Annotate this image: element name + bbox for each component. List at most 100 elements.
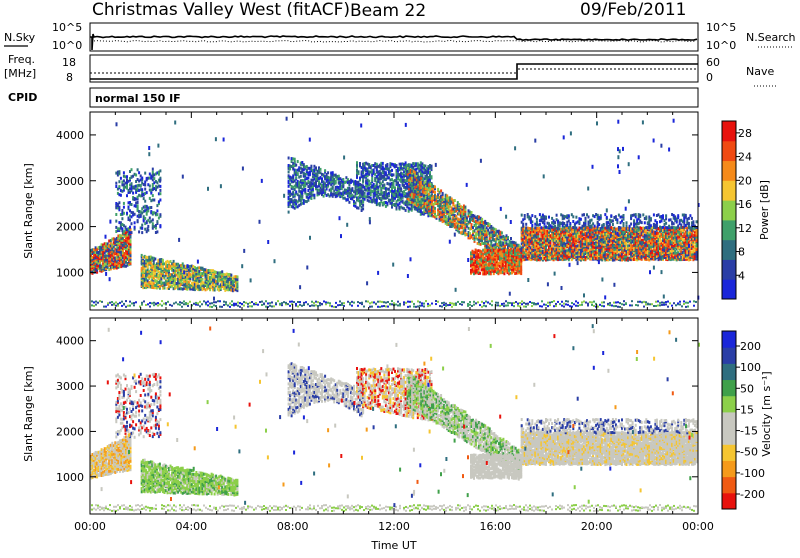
range-gate-cell [535, 302, 537, 305]
range-gate-cell [151, 218, 154, 222]
range-gate-cell [299, 166, 302, 170]
range-gate-cell [647, 302, 649, 305]
range-gate-cell [189, 269, 192, 273]
range-gate-cell [369, 193, 372, 197]
range-gate-cell [339, 184, 342, 188]
range-gate-cell [140, 253, 143, 257]
range-gate-cell [151, 269, 154, 273]
range-gate-cell [421, 170, 424, 174]
range-gate-cell [94, 248, 97, 252]
range-gate-cell [378, 169, 381, 173]
range-gate-cell [373, 301, 375, 304]
range-gate-cell [324, 182, 327, 186]
nsky-line [90, 33, 698, 51]
range-gate-cell [172, 283, 175, 287]
range-gate-cell [175, 273, 178, 277]
range-gate-cell [154, 224, 157, 227]
range-gate-cell [141, 194, 144, 198]
range-gate-cell [196, 284, 199, 288]
range-gate-cell [403, 207, 406, 211]
range-gate-cell [111, 260, 114, 264]
range-gate-cell [330, 175, 333, 179]
range-gate-cell [374, 172, 377, 176]
range-gate-cell [91, 304, 93, 307]
range-gate-cell [126, 178, 128, 182]
range-gate-cell [345, 176, 348, 180]
range-gate-cell [145, 281, 148, 285]
range-gate-cell [206, 277, 208, 281]
range-gate-cell [93, 262, 95, 266]
range-gate-cell [152, 273, 155, 277]
range-gate-cell [651, 303, 653, 306]
range-gate-cell [477, 301, 479, 304]
range-gate-cell [322, 180, 325, 184]
range-gate-cell [190, 269, 193, 273]
range-gate-cell [128, 243, 130, 247]
range-gate-cell [103, 248, 106, 252]
range-gate-cell [299, 161, 302, 165]
range-gate-cell [292, 176, 295, 180]
range-gate-cell [183, 278, 186, 282]
range-gate-cell [407, 200, 410, 204]
range-gate-cell [119, 223, 122, 227]
range-gate-cell [337, 192, 340, 196]
range-gate-cell [316, 185, 319, 189]
range-gate-cell [422, 171, 425, 175]
range-gate-cell [222, 275, 225, 279]
range-gate-cell [304, 188, 307, 191]
range-gate-cell [296, 160, 299, 163]
range-gate-cell [366, 188, 369, 192]
range-gate-cell [325, 301, 327, 304]
range-gate-cell [154, 273, 157, 277]
range-gate-cell [148, 184, 151, 188]
range-gate-cell [126, 262, 129, 265]
range-gate-cell [351, 179, 354, 183]
range-gate-cell [102, 263, 105, 267]
range-gate-cell [392, 190, 395, 194]
range-gate-cell [340, 194, 343, 198]
range-gate-cell [307, 179, 310, 183]
range-gate-cell [117, 234, 120, 238]
range-gate-cell [120, 262, 123, 266]
range-gate-cell [160, 266, 163, 270]
range-gate-cell [389, 169, 392, 173]
range-gate-cell [310, 184, 313, 187]
range-gate-cell [116, 227, 119, 231]
range-gate-cell [397, 193, 399, 197]
range-gate-cell [337, 174, 340, 178]
range-gate-cell [287, 170, 290, 174]
range-gate-cell [157, 192, 160, 196]
range-gate-cell [308, 195, 311, 199]
range-gate-cell [510, 237, 512, 240]
range-gate-cell [118, 246, 121, 250]
range-gate-cell [140, 268, 143, 272]
range-gate-cell [172, 262, 175, 266]
range-gate-cell [349, 189, 352, 193]
range-gate-cell [128, 228, 130, 232]
range-gate-cell [449, 303, 451, 306]
range-gate-cell [126, 263, 129, 267]
range-gate-cell [387, 194, 390, 198]
range-gate-cell [307, 192, 310, 196]
range-gate-cell [429, 170, 431, 174]
range-gate-cell [307, 176, 310, 180]
range-gate-cell [144, 216, 147, 220]
range-gate-cell [111, 265, 114, 269]
range-gate-cell [400, 171, 403, 175]
range-gate-cell [209, 302, 211, 305]
range-gate-cell [421, 304, 423, 307]
range-gate-cell [383, 185, 386, 189]
range-gate-cell [105, 262, 108, 266]
range-gate-cell [515, 300, 517, 303]
range-gate-cell [359, 302, 361, 305]
range-gate-cell [441, 302, 443, 305]
range-gate-cell [121, 209, 124, 212]
range-gate-cell [473, 303, 475, 306]
range-gate-cell [112, 252, 115, 256]
range-gate-cell [611, 304, 613, 307]
range-gate-cell [114, 261, 117, 265]
range-gate-cell [197, 303, 199, 306]
range-gate-cell [421, 174, 424, 178]
range-gate-cell [404, 202, 407, 206]
range-gate-cell [102, 251, 105, 254]
